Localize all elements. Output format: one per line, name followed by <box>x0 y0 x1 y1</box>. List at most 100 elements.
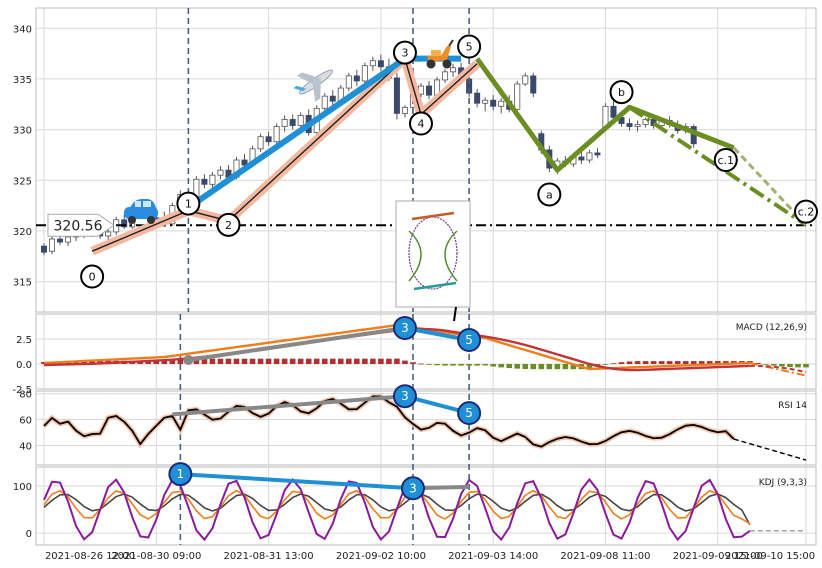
candle-body <box>209 174 216 185</box>
macd-hist-bar <box>482 364 488 366</box>
macd-hist-bar <box>329 358 336 364</box>
macd-hist-bar <box>690 361 697 364</box>
wave-label-5: 5 <box>466 41 473 54</box>
macd-projection <box>749 362 807 377</box>
candle-body <box>65 236 72 243</box>
airplane-wing <box>296 72 321 85</box>
price-y-tick-label: 340 <box>13 24 32 35</box>
macd-hist-bar <box>89 360 95 364</box>
candle-body <box>442 71 449 81</box>
macd-hist-bar <box>530 364 537 370</box>
wave-label-circle-0 <box>80 264 105 289</box>
candle-body <box>393 77 400 114</box>
macd-hist-bar <box>626 361 633 364</box>
macd-hist-bar <box>522 364 529 369</box>
car-icon <box>124 199 158 224</box>
candle-body <box>121 219 128 228</box>
badge-label-2: 3 <box>401 389 409 403</box>
macd-hist-bar <box>474 364 480 366</box>
macd-hist-bar <box>698 361 705 364</box>
candle-body <box>265 136 272 143</box>
macd-hist-bar <box>394 358 400 364</box>
wave-label-circle-1 <box>176 191 201 216</box>
inset-path-top <box>411 211 455 221</box>
candle-body <box>49 238 56 252</box>
macd-y-tick-label: 2.5 <box>16 335 32 346</box>
candle-body <box>41 245 48 253</box>
badge-label-4: 1 <box>177 467 185 481</box>
candle-body <box>530 75 537 94</box>
x-tick-label: 2021-09-08 11:00 <box>560 551 650 562</box>
rsi-y-tick-label: 80 <box>19 390 32 401</box>
badge-circle-1 <box>457 328 482 352</box>
macd-y-tick-label: 0.0 <box>16 360 32 371</box>
badge-circle-0 <box>392 316 417 340</box>
macd-hist-bar <box>466 364 472 366</box>
macd-hist-bar <box>546 364 553 370</box>
candle-body <box>105 231 112 237</box>
candle-body <box>482 99 489 104</box>
candle-body <box>217 169 224 176</box>
macd-hist-bar <box>81 361 87 364</box>
macd-hist-bar <box>177 359 184 364</box>
macd-hist-bar <box>362 358 368 364</box>
macd-hist-bar <box>241 358 248 364</box>
macd-hist-bar <box>490 364 496 367</box>
rsi-y-tick-label: 40 <box>19 442 32 453</box>
wave-label-8: c.1 <box>718 154 735 167</box>
macd-hist-bar <box>795 364 801 368</box>
wave-label-circle-5 <box>457 34 482 59</box>
macd-hist-bar <box>650 361 657 364</box>
car-wheel <box>128 216 136 224</box>
macd-hist-bar <box>337 358 344 364</box>
panel-frame-price <box>35 7 817 313</box>
car-window <box>143 201 151 207</box>
macd-hist-bar <box>642 361 649 364</box>
candle-body <box>201 178 208 185</box>
badge-label-1: 5 <box>465 333 473 347</box>
badge-label-5: 3 <box>409 481 417 495</box>
candle-body <box>522 75 529 85</box>
scooter-icon <box>426 39 454 69</box>
x-tick-label: 2021-09-09 15:00 <box>673 551 763 562</box>
macd-hist-bar <box>281 358 288 364</box>
macd-hist-bar <box>458 364 464 366</box>
x-tick-label: 2021-08-31 13:00 <box>224 551 314 562</box>
macd-hist-bar <box>442 364 448 366</box>
x-tick-label: 2021-09-03 14:00 <box>448 551 538 562</box>
macd-divergence-start <box>183 355 194 365</box>
macd-hist-bar <box>714 361 721 364</box>
airplane-icon <box>293 69 333 102</box>
price-y-tick-label: 335 <box>13 75 32 86</box>
macd-signal-projection <box>749 364 807 374</box>
candle-body <box>345 75 352 89</box>
inset-path-bottom <box>413 281 457 291</box>
panel-frame-kdj <box>35 466 817 546</box>
macd-hist-bar <box>498 364 504 368</box>
x-tick-label: 2021-08-30 09:00 <box>111 551 201 562</box>
macd-hist-bar <box>666 361 673 364</box>
rsi-projection <box>733 438 807 461</box>
candle-body <box>626 123 633 127</box>
kdj-j-line <box>43 477 751 542</box>
macd-hist-bar <box>145 360 152 364</box>
macd-hist-bar <box>538 364 545 370</box>
macd-hist-bar <box>249 358 256 364</box>
candle-body <box>634 124 641 127</box>
macd-hist-bar <box>297 358 304 364</box>
candle-body <box>610 105 617 118</box>
candle-body <box>329 95 336 102</box>
candle-body <box>257 136 264 150</box>
candle-body <box>514 83 521 110</box>
wave-label-3: 3 <box>401 47 408 60</box>
candle-body <box>273 126 280 143</box>
price-y-tick-label: 325 <box>13 176 32 187</box>
badge-circle-4 <box>168 462 193 487</box>
price-y-tick-label: 330 <box>13 126 32 137</box>
scooter-wheel <box>426 59 436 69</box>
candle-body <box>594 152 601 156</box>
candle-body <box>490 99 497 107</box>
macd-hist-bar <box>763 364 769 365</box>
macd-hist-bar <box>803 364 809 368</box>
